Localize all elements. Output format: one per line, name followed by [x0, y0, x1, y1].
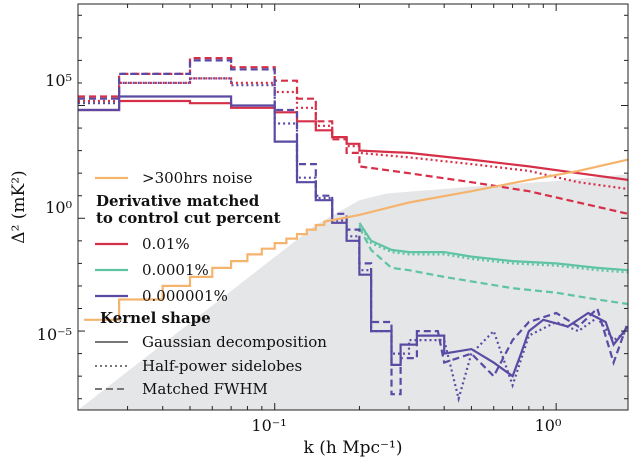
legend: >300hrs noise Derivative matched to cont… — [95, 169, 327, 398]
shaded-region — [78, 174, 628, 410]
y-tick-label-2: 10⁰ — [45, 198, 72, 217]
legend-heading-kernel: Kernel shape — [100, 309, 211, 327]
x-tick-label-2: 10⁰ — [535, 416, 562, 435]
plot-frame — [77, 3, 629, 411]
y-axis-title: Δ² (mK²) — [9, 170, 29, 243]
y-tick-label-3: 10⁻⁵ — [37, 325, 72, 344]
legend-label-cut-3: 0.000001% — [142, 287, 228, 305]
legend-label-kernel-2: Half-power sidelobes — [142, 357, 302, 375]
x-tick-label-1: 10⁻¹ — [251, 416, 286, 435]
shaded-region-layer — [78, 174, 628, 410]
series-layer — [78, 57, 628, 403]
series-line-1 — [78, 99, 628, 181]
legend-label-cut-1: 0.01% — [142, 235, 190, 253]
legend-heading-cut-2: to control cut percent — [96, 209, 281, 227]
legend-label-cut-2: 0.0001% — [142, 261, 209, 279]
legend-heading-cut-1: Derivative matched — [96, 192, 260, 210]
x-axis-title: k (h Mpc⁻¹) — [304, 438, 403, 458]
legend-label-kernel-3: Matched FWHM — [142, 380, 268, 398]
series-line-4 — [358, 222, 628, 272]
legend-label-kernel-1: Gaussian decomposition — [142, 333, 327, 351]
series-line-5 — [358, 224, 628, 274]
tick-layer — [77, 4, 628, 410]
legend-label-noise: >300hrs noise — [142, 169, 253, 187]
series-line-6 — [358, 226, 628, 306]
series-line-9 — [78, 59, 628, 396]
series-line-noise — [84, 158, 628, 321]
y-tick-label-1: 10⁵ — [45, 71, 72, 90]
